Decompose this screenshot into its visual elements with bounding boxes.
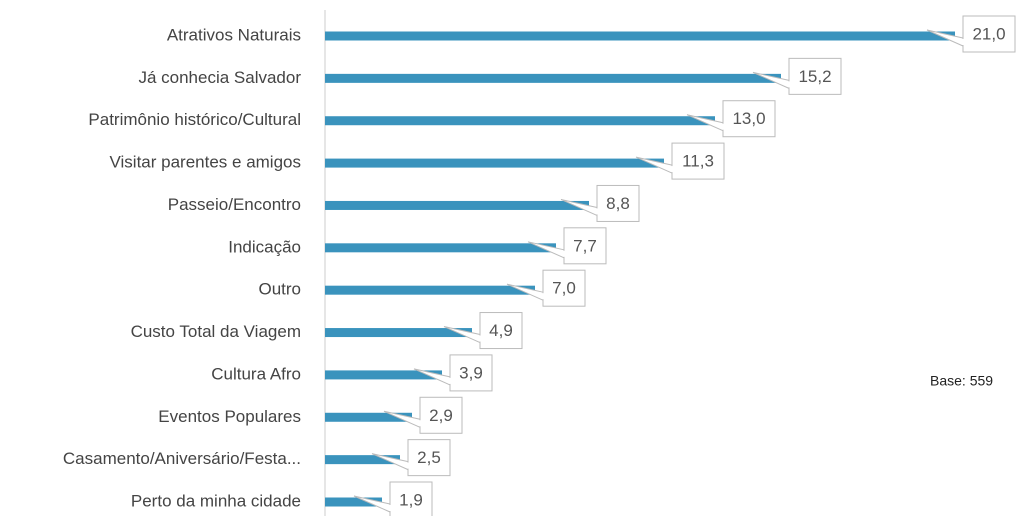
data-label: 7,0: [552, 279, 576, 298]
label-joint: [449, 377, 452, 384]
label-box: [449, 354, 493, 392]
annotation: Base: 559: [930, 373, 993, 389]
data-label: 1,9: [399, 490, 423, 509]
category-label: Eventos Populares: [158, 407, 301, 426]
label-joint: [962, 39, 965, 45]
label-joint: [479, 335, 482, 342]
category-label: Visitar parentes e amigos: [109, 153, 301, 172]
bar: [325, 412, 412, 422]
bar: [325, 455, 400, 465]
bar: [325, 31, 955, 41]
label-joint: [389, 505, 392, 511]
bar: [325, 243, 556, 253]
bar: [325, 370, 442, 380]
data-label: 8,8: [606, 194, 630, 213]
category-label: Custo Total da Viagem: [131, 322, 301, 341]
category-label: Perto da minha cidade: [131, 491, 301, 510]
label-callout: [635, 156, 673, 174]
bar: [325, 285, 535, 295]
label-callout: [752, 71, 790, 89]
label-callout: [926, 29, 964, 47]
data-label: 21,0: [972, 24, 1005, 43]
label-joint: [419, 420, 422, 427]
label-callout: [443, 326, 481, 344]
data-label: 4,9: [489, 321, 513, 340]
label-callout: [383, 410, 421, 428]
label-box: [563, 227, 607, 265]
data-label: 11,3: [682, 152, 714, 171]
bar: [325, 497, 382, 507]
data-label: 2,9: [429, 406, 453, 425]
category-label: Patrimônio histórico/Cultural: [88, 110, 301, 129]
label-callout: [506, 283, 544, 301]
label-joint: [671, 166, 674, 173]
label-joint: [788, 81, 791, 88]
data-label: 15,2: [798, 67, 831, 86]
label-box: [722, 100, 776, 138]
label-box: [389, 481, 433, 516]
label-box: [962, 15, 1016, 53]
category-label: Já conhecia Salvador: [138, 68, 301, 87]
data-label: 7,7: [573, 236, 597, 255]
label-callout: [560, 198, 598, 216]
label-box: [479, 312, 523, 350]
category-label: Indicação: [228, 237, 301, 256]
label-callout: [686, 114, 724, 132]
category-label: Passeio/Encontro: [168, 195, 301, 214]
label-box: [596, 184, 640, 222]
label-callout: [413, 368, 451, 386]
bar: [325, 116, 715, 126]
label-box: [419, 396, 463, 434]
label-box: [542, 269, 586, 307]
bar: [325, 328, 472, 338]
label-box: [671, 142, 725, 180]
label-box: [407, 439, 451, 477]
data-label: 13,0: [732, 109, 765, 128]
data-label: 2,5: [417, 448, 441, 467]
category-label: Casamento/Aniversário/Festa...: [63, 449, 301, 468]
label-callout: [353, 495, 391, 513]
category-label: Outro: [258, 280, 301, 299]
label-joint: [563, 250, 566, 257]
label-box: [788, 57, 842, 95]
label-callout: [371, 453, 409, 471]
category-label: Atrativos Naturais: [167, 25, 301, 44]
label-joint: [722, 123, 725, 130]
label-joint: [596, 208, 599, 215]
data-label: 3,9: [459, 363, 483, 382]
label-joint: [407, 462, 410, 469]
bar: [325, 200, 589, 210]
category-label: Cultura Afro: [211, 364, 301, 383]
label-callout: [527, 241, 565, 259]
label-joint: [542, 293, 545, 300]
bar: [325, 158, 664, 168]
bar: [325, 73, 781, 83]
